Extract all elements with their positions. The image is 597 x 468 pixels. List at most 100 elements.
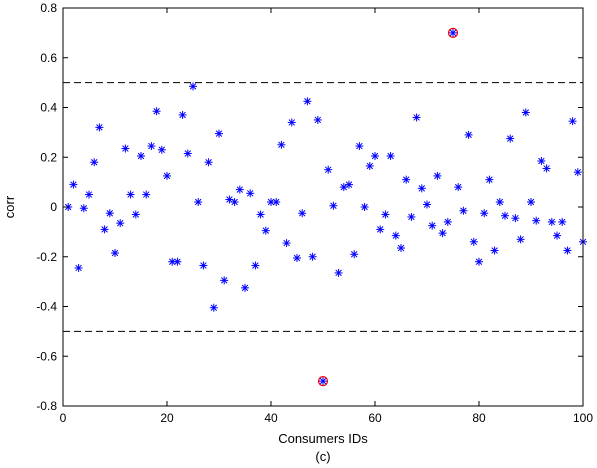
data-point — [532, 216, 541, 225]
data-point — [371, 152, 379, 161]
data-point — [225, 195, 234, 204]
data-point — [329, 201, 338, 210]
data-point — [313, 115, 322, 124]
data-point — [438, 229, 447, 238]
x-tick-label: 0 — [60, 411, 67, 425]
data-point — [79, 204, 88, 213]
data-point — [287, 118, 296, 127]
x-axis-label: Consumers IDs — [278, 431, 368, 446]
data-point — [324, 165, 333, 174]
data-point — [423, 200, 431, 209]
data-point — [350, 250, 359, 259]
y-tick-label: -0.2 — [36, 250, 57, 264]
data-point — [521, 108, 530, 117]
data-point — [381, 210, 390, 219]
data-point — [443, 217, 452, 226]
data-point — [194, 198, 203, 207]
x-tick-label: 40 — [264, 411, 278, 425]
data-point — [152, 107, 161, 116]
data-point — [464, 130, 473, 139]
data-point — [142, 190, 151, 199]
data-point — [454, 183, 463, 192]
data-point — [386, 152, 395, 161]
y-tick-label: 0.6 — [40, 51, 57, 65]
data-point — [293, 253, 301, 262]
data-point — [183, 149, 192, 158]
data-point — [95, 123, 104, 132]
data-point — [235, 185, 244, 194]
x-tick-label: 100 — [573, 411, 593, 425]
y-tick-label: 0.4 — [40, 101, 57, 115]
data-point — [147, 142, 156, 151]
data-point — [397, 244, 405, 253]
data-point — [308, 252, 317, 261]
y-tick-label: 0.8 — [40, 1, 57, 15]
data-point — [506, 134, 515, 143]
data-point — [116, 219, 125, 228]
y-axis-label: corr — [2, 195, 17, 218]
data-point — [407, 212, 416, 221]
highlighted-point — [447, 27, 459, 38]
y-tick-label: 0.2 — [40, 150, 57, 164]
data-point — [475, 257, 483, 266]
data-point — [558, 217, 567, 226]
data-point — [459, 206, 468, 215]
highlighted-point — [317, 376, 329, 387]
data-point — [501, 211, 509, 220]
data-point — [402, 175, 411, 184]
data-point — [345, 180, 353, 189]
data-point — [391, 231, 400, 240]
y-tick-label: -0.6 — [36, 349, 57, 363]
data-point — [376, 225, 385, 234]
data-point — [137, 152, 145, 161]
data-point — [412, 113, 421, 122]
data-point — [126, 190, 135, 199]
data-point — [282, 239, 291, 248]
data-point — [568, 117, 577, 126]
y-tick-label: -0.8 — [36, 399, 57, 413]
data-point — [355, 142, 364, 151]
data-point — [563, 246, 572, 255]
data-point — [490, 246, 499, 255]
data-point — [417, 184, 426, 193]
data-point — [272, 198, 281, 207]
plot-background — [63, 8, 583, 406]
highlighted-point-marker — [449, 28, 457, 37]
data-point — [121, 144, 130, 153]
data-point — [485, 175, 494, 184]
data-point — [163, 171, 171, 180]
data-point — [64, 203, 73, 211]
highlight-layer — [317, 27, 459, 387]
data-point — [157, 145, 166, 154]
points-layer — [64, 82, 587, 312]
data-point — [495, 198, 504, 207]
axis-ticks: 0 20 40 60 80 100 -0.8 -0.6 -0.4 -0.2 0 0.2 0.4 0.6 0.… — [36, 1, 593, 425]
data-point — [480, 209, 489, 218]
x-tick-label: 60 — [368, 411, 382, 425]
data-point — [547, 217, 556, 226]
threshold-lines — [63, 82, 583, 332]
data-point — [74, 263, 83, 272]
data-point — [85, 190, 93, 199]
data-point — [553, 231, 561, 240]
y-tick-label: 0 — [50, 200, 57, 214]
data-point — [428, 221, 437, 230]
data-point — [69, 180, 78, 189]
figure-caption: (c) — [315, 449, 330, 464]
data-point — [298, 209, 307, 218]
data-point — [527, 198, 535, 207]
data-point — [516, 235, 525, 244]
data-point — [542, 164, 551, 173]
data-point — [90, 158, 99, 167]
data-point — [209, 303, 218, 312]
data-point — [334, 268, 343, 277]
data-point — [189, 82, 197, 91]
x-tick-label: 80 — [472, 411, 486, 425]
data-point — [511, 214, 520, 223]
data-point — [100, 225, 109, 234]
data-point — [256, 210, 265, 219]
highlighted-point-marker — [319, 377, 327, 386]
data-point — [111, 249, 119, 258]
data-point — [241, 283, 249, 292]
